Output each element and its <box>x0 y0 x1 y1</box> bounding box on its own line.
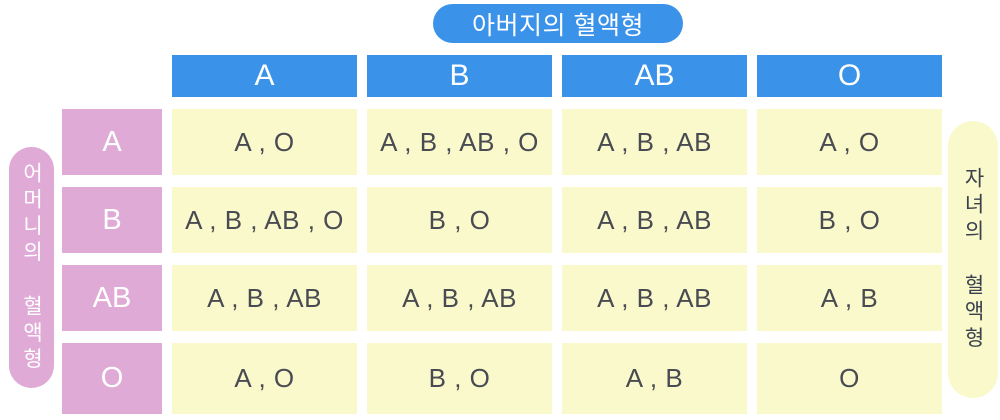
col-header-a: A <box>172 55 357 97</box>
father-blood-type-label: 아버지의 혈액형 <box>433 4 683 43</box>
result-cell: A , B <box>562 343 747 414</box>
children-blood-type-text: 자녀의 혈액형 <box>961 166 985 353</box>
result-cell: A , B <box>757 265 942 331</box>
result-cell: A , B , AB , O <box>172 187 357 253</box>
col-header-o: O <box>757 55 942 97</box>
col-header-ab: AB <box>562 55 747 97</box>
result-cell: O <box>757 343 942 414</box>
result-cell: A , B , AB <box>562 109 747 175</box>
result-cell: A , O <box>757 109 942 175</box>
inheritance-table: A B AB O A A , O A , B , AB , O A , B , … <box>62 55 942 414</box>
row-header-ab: AB <box>62 265 162 331</box>
table-corner-spacer <box>62 55 162 97</box>
result-cell: B , O <box>757 187 942 253</box>
result-cell: A , B , AB <box>172 265 357 331</box>
row-header-b: B <box>62 187 162 253</box>
result-cell: A , O <box>172 343 357 414</box>
result-cell: A , B , AB <box>367 265 552 331</box>
result-cell: A , B , AB , O <box>367 109 552 175</box>
children-blood-type-label: 자녀의 혈액형 <box>948 121 998 398</box>
father-blood-type-text: 아버지의 혈액형 <box>472 11 644 40</box>
mother-blood-type-text: 어머니의 혈액형 <box>20 161 43 374</box>
row-header-o: O <box>62 343 162 414</box>
result-cell: B , O <box>367 187 552 253</box>
mother-blood-type-label: 어머니의 혈액형 <box>9 147 54 388</box>
result-cell: A , B , AB <box>562 187 747 253</box>
row-header-a: A <box>62 109 162 175</box>
result-cell: A , B , AB <box>562 265 747 331</box>
col-header-b: B <box>367 55 552 97</box>
result-cell: A , O <box>172 109 357 175</box>
result-cell: B , O <box>367 343 552 414</box>
